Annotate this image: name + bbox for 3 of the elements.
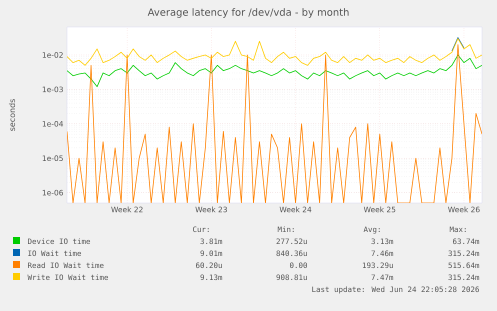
line-series [67, 38, 482, 66]
chart-title: Average latency for /dev/vda - by month [148, 8, 349, 18]
line-series [67, 54, 482, 88]
